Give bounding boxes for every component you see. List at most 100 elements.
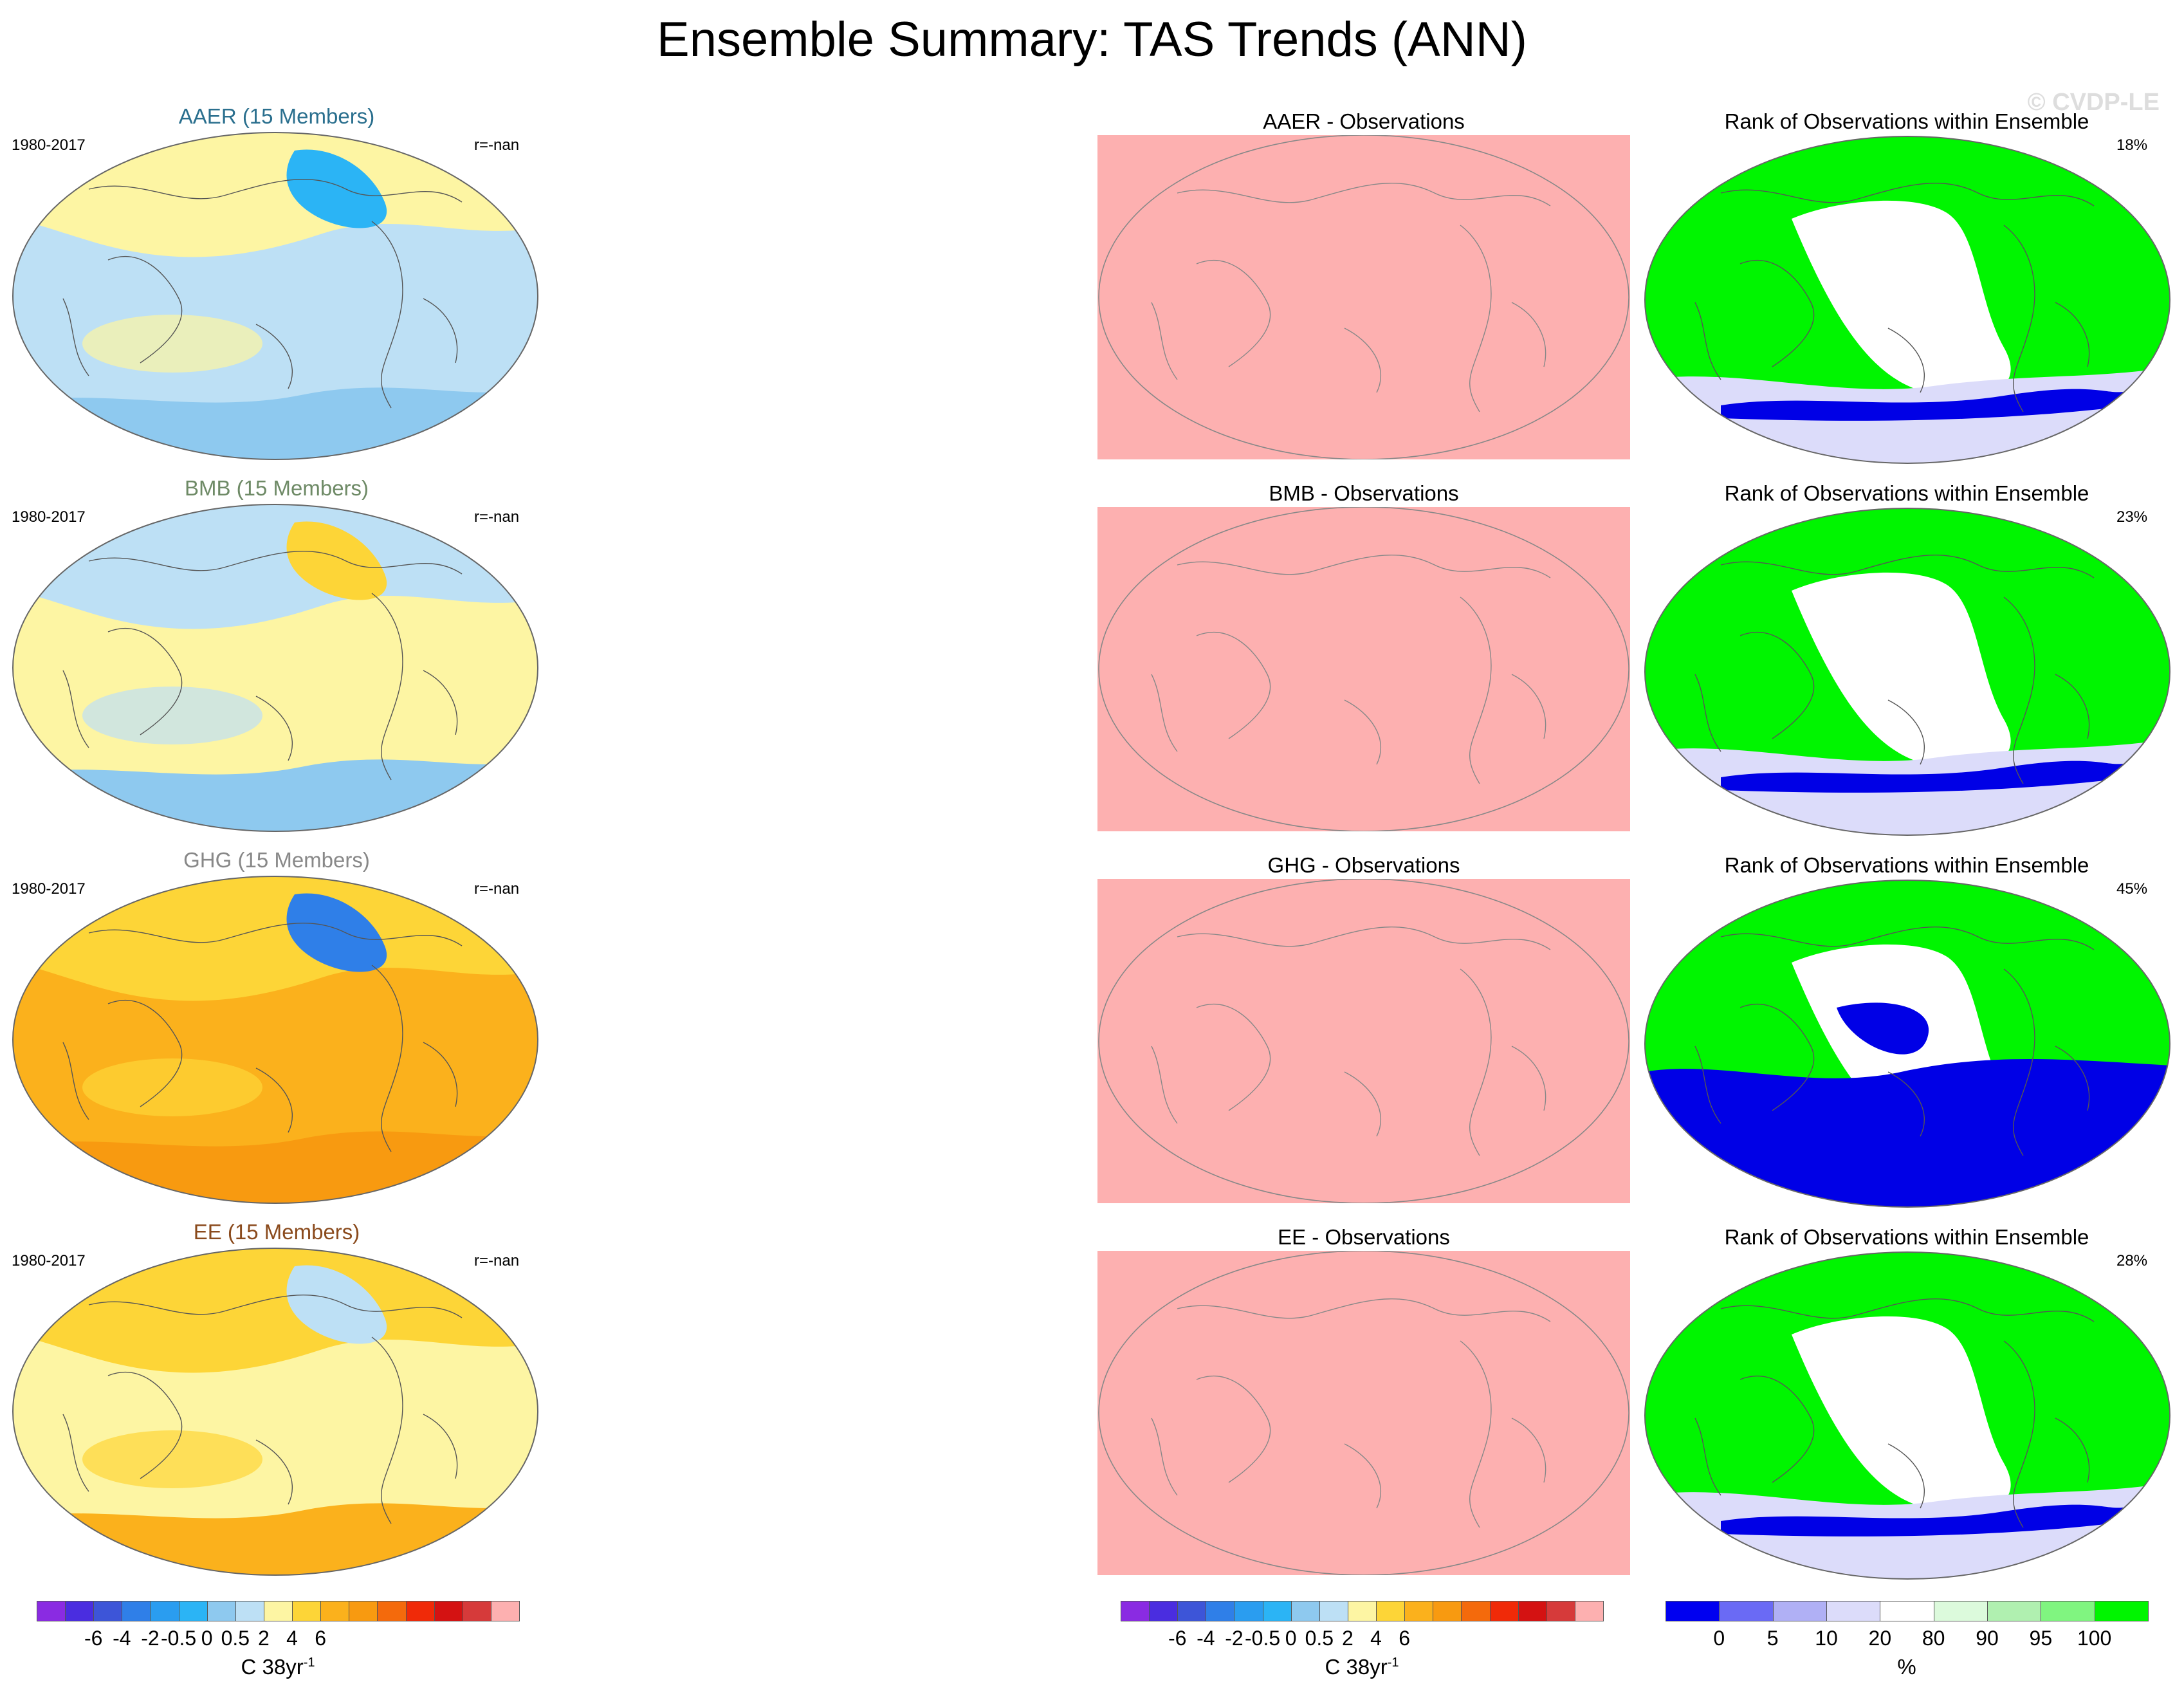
ee-rank-title: Rank of Observations within Ensemble bbox=[1724, 1225, 2089, 1249]
trend-colorbar-middle-tick-label: 4 bbox=[1370, 1627, 1382, 1650]
trend-colorbar-middle-tick-label: 0 bbox=[1285, 1627, 1297, 1650]
trend-colorbar-left-swatch bbox=[292, 1601, 322, 1621]
trend-colorbar-middle-tick-label: -6 bbox=[1168, 1627, 1187, 1650]
rank-colorbar-tick-label: 0 bbox=[1713, 1627, 1725, 1650]
rank-colorbar-swatch bbox=[1987, 1601, 2042, 1621]
ee-correlation: r=-nan bbox=[474, 1252, 520, 1269]
trend-colorbar-middle-tick-label: -0.5 bbox=[1245, 1627, 1281, 1650]
trend-colorbar-left-unit-exp: -1 bbox=[303, 1656, 315, 1670]
trend-colorbar-middle-swatch bbox=[1121, 1601, 1150, 1621]
trend-colorbar-middle-swatch bbox=[1319, 1601, 1348, 1621]
ghg-ensemble-title: GHG (15 Members) bbox=[183, 848, 370, 872]
ghg-rank-percent: 45% bbox=[2116, 880, 2148, 898]
rank-colorbar-tick-label: 10 bbox=[1815, 1627, 1838, 1650]
trend-colorbar-left-unit-text: C 38yr bbox=[241, 1655, 304, 1679]
trend-colorbar-middle-swatch bbox=[1489, 1601, 1519, 1621]
watermark: © CVDP-LE bbox=[2027, 89, 2160, 116]
rank-colorbar-tick-label: 5 bbox=[1766, 1627, 1779, 1650]
trend-colorbar-left-swatch bbox=[37, 1601, 66, 1621]
trend-colorbar-left-tick-label: 6 bbox=[315, 1627, 327, 1650]
trend-colorbar-left-tick-label: -2 bbox=[141, 1627, 160, 1650]
trend-colorbar-middle: -6 -4 -2 -0.5 0 0.5 2 4 6 C 38yr-1 bbox=[1121, 1601, 1604, 1688]
trend-colorbar-middle-swatch bbox=[1404, 1601, 1434, 1621]
ghg-correlation: r=-nan bbox=[474, 880, 520, 898]
bmb-difference-map bbox=[1097, 507, 1630, 831]
ee-trend-map bbox=[12, 1248, 538, 1576]
ee-ensemble-title: EE (15 Members) bbox=[193, 1220, 360, 1244]
trend-colorbar-left-unit: C 38yr-1 bbox=[37, 1655, 519, 1679]
trend-colorbar-middle-unit: C 38yr-1 bbox=[1121, 1655, 1603, 1679]
rank-colorbar-tick-label: 100 bbox=[2077, 1627, 2112, 1650]
ee-rank-percent: 28% bbox=[2116, 1252, 2148, 1269]
trend-colorbar-left-tick-label: -6 bbox=[84, 1627, 103, 1650]
trend-colorbar-left-swatch bbox=[122, 1601, 151, 1621]
trend-colorbar-left-tick-label: 0 bbox=[201, 1627, 213, 1650]
aaer-period: 1980-2017 bbox=[12, 136, 86, 154]
trend-colorbar-left-swatch bbox=[434, 1601, 463, 1621]
trend-colorbar-middle-swatch bbox=[1574, 1601, 1604, 1621]
trend-colorbar-middle-tick-label: -2 bbox=[1225, 1627, 1243, 1650]
aaer-ensemble-title: AAER (15 Members) bbox=[178, 104, 375, 128]
rank-colorbar-tick-label: 80 bbox=[1922, 1627, 1945, 1650]
trend-colorbar-middle-tick-label: 6 bbox=[1399, 1627, 1411, 1650]
trend-colorbar-left-tick-label: 2 bbox=[258, 1627, 270, 1650]
trend-colorbar-middle-tick-label: 0.5 bbox=[1305, 1627, 1334, 1650]
trend-colorbar-middle-swatch bbox=[1461, 1601, 1491, 1621]
trend-colorbar-left-swatch bbox=[405, 1601, 435, 1621]
trend-colorbar-middle-swatch bbox=[1546, 1601, 1575, 1621]
trend-colorbar-left-tick-label: -4 bbox=[113, 1627, 131, 1650]
trend-colorbar-left-swatch bbox=[320, 1601, 350, 1621]
trend-colorbar-middle-swatch bbox=[1518, 1601, 1547, 1621]
bmb-ensemble-title: BMB (15 Members) bbox=[184, 476, 369, 500]
rank-colorbar-swatch bbox=[1933, 1601, 1988, 1621]
ghg-trend-map bbox=[12, 876, 538, 1204]
trend-colorbar-middle-unit-text: C 38yr bbox=[1325, 1655, 1388, 1679]
rank-colorbar-swatch bbox=[2041, 1601, 2095, 1621]
rank-colorbar-swatch bbox=[1719, 1601, 1774, 1621]
rank-colorbar-swatch bbox=[1772, 1601, 1827, 1621]
bmb-rank-percent: 23% bbox=[2116, 508, 2148, 526]
rank-colorbar-unit: % bbox=[1897, 1655, 1916, 1679]
trend-colorbar-middle-swatch bbox=[1376, 1601, 1406, 1621]
trend-colorbar-left-swatch bbox=[490, 1601, 520, 1621]
bmb-period: 1980-2017 bbox=[12, 508, 86, 526]
aaer-difference-title: AAER - Observations bbox=[1263, 109, 1465, 133]
trend-colorbar-left-swatch bbox=[263, 1601, 293, 1621]
trend-colorbar-left: -6 -4 -2 -0.5 0 0.5 2 4 6 C 38yr-1 bbox=[37, 1601, 520, 1688]
trend-colorbar-left-swatch bbox=[377, 1601, 407, 1621]
rank-colorbar-swatch bbox=[1666, 1601, 1720, 1621]
ghg-difference-map bbox=[1097, 879, 1630, 1203]
trend-colorbar-middle-unit-exp: -1 bbox=[1387, 1656, 1399, 1670]
aaer-correlation: r=-nan bbox=[474, 136, 520, 154]
bmb-rank-title: Rank of Observations within Ensemble bbox=[1724, 481, 2089, 505]
ee-period: 1980-2017 bbox=[12, 1252, 86, 1269]
trend-colorbar-middle-swatch bbox=[1262, 1601, 1292, 1621]
trend-colorbar-middle-swatch bbox=[1177, 1601, 1207, 1621]
trend-colorbar-middle-swatch bbox=[1206, 1601, 1235, 1621]
rank-colorbar-swatch bbox=[2094, 1601, 2149, 1621]
trend-colorbar-middle-tick-label: 2 bbox=[1342, 1627, 1354, 1650]
rank-colorbar-swatch bbox=[1880, 1601, 1934, 1621]
rank-colorbar-tick-label: 90 bbox=[1976, 1627, 1999, 1650]
ghg-period: 1980-2017 bbox=[12, 880, 86, 898]
aaer-rank-percent: 18% bbox=[2116, 136, 2148, 154]
trend-colorbar-middle-swatch bbox=[1234, 1601, 1263, 1621]
trend-colorbar-middle-swatch bbox=[1149, 1601, 1179, 1621]
trend-colorbar-left-tick-label: -0.5 bbox=[161, 1627, 197, 1650]
ghg-difference-title: GHG - Observations bbox=[1267, 853, 1460, 877]
trend-colorbar-middle-swatch bbox=[1290, 1601, 1320, 1621]
trend-colorbar-left-tick-label: 4 bbox=[286, 1627, 298, 1650]
aaer-rank-title: Rank of Observations within Ensemble bbox=[1724, 109, 2089, 133]
aaer-rank-map bbox=[1644, 136, 2170, 464]
trend-colorbar-left-swatch bbox=[462, 1601, 491, 1621]
rank-colorbar-tick-label: 20 bbox=[1868, 1627, 1892, 1650]
rank-colorbar: 0 5 10 20 80 90 95 100% bbox=[1666, 1601, 2149, 1688]
ee-difference-title: EE - Observations bbox=[1278, 1225, 1450, 1249]
rank-colorbar-swatch bbox=[1826, 1601, 1881, 1621]
trend-colorbar-left-swatch bbox=[178, 1601, 208, 1621]
trend-colorbar-left-swatch bbox=[235, 1601, 264, 1621]
ghg-rank-title: Rank of Observations within Ensemble bbox=[1724, 853, 2089, 877]
bmb-difference-title: BMB - Observations bbox=[1269, 481, 1459, 505]
trend-colorbar-left-swatch bbox=[93, 1601, 123, 1621]
trend-colorbar-left-swatch bbox=[150, 1601, 179, 1621]
